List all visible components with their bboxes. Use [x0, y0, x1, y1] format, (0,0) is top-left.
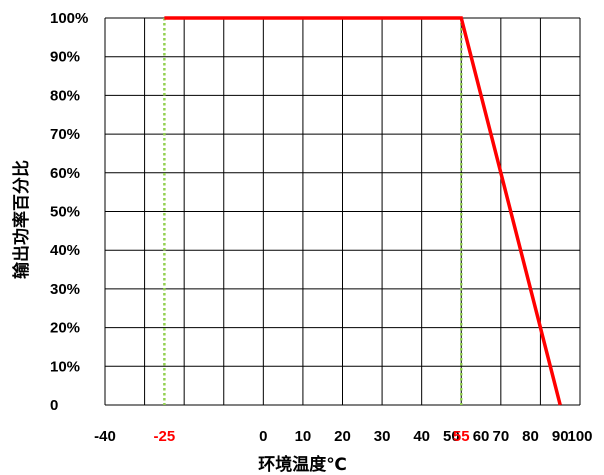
y-tick-label: 30% [50, 281, 80, 298]
x-tick-label: 40 [413, 428, 430, 445]
y-tick-label: 40% [50, 242, 80, 259]
y-tick-label: 80% [50, 87, 80, 104]
x-tick-label: 20 [334, 428, 351, 445]
y-axis-title: 输出功率百分比 [11, 160, 32, 279]
y-tick-label: 50% [50, 204, 80, 221]
y-tick-label: 60% [50, 165, 80, 182]
y-tick-label: 20% [50, 320, 80, 337]
x-tick-label: 55 [453, 428, 470, 445]
x-tick-label: 90 [552, 428, 569, 445]
x-tick-label: 30 [374, 428, 391, 445]
x-tick-label: 80 [522, 428, 539, 445]
x-tick-label: 60 [473, 428, 490, 445]
y-tick-label: 10% [50, 358, 80, 375]
x-axis-title: 环境温度℃ [258, 454, 347, 475]
x-tick-label: 50 [443, 428, 460, 445]
x-tick-label: -40 [94, 428, 116, 445]
derating-curve-line [164, 16, 562, 406]
x-tick-label: 100 [567, 428, 592, 445]
y-tick-label: 0 [50, 397, 58, 414]
x-tick-label: 10 [295, 428, 312, 445]
y-tick-label: 90% [50, 49, 80, 66]
y-tick-label: 100% [50, 10, 88, 27]
x-tick-label: -25 [154, 428, 176, 445]
y-tick-label: 70% [50, 126, 80, 143]
x-tick-label: 70 [492, 428, 509, 445]
grid-lines [104, 17, 581, 406]
x-tick-label: 0 [259, 428, 267, 445]
